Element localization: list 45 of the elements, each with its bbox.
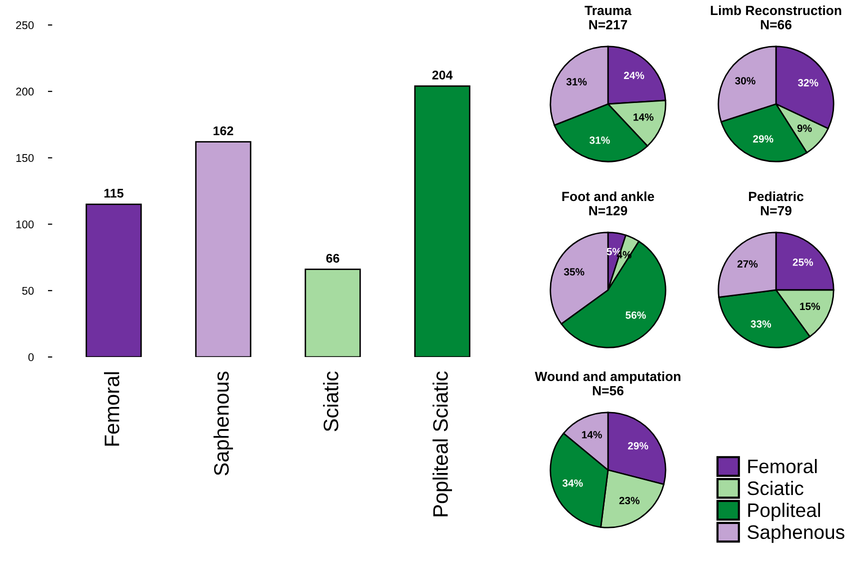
x-tick-label: Femoral <box>104 372 120 446</box>
data-label: 23% <box>619 496 640 504</box>
x-tick-label: Popliteal Sciatic <box>432 371 452 516</box>
legend-label: Saphenous <box>748 524 844 543</box>
data-label: 14% <box>582 431 602 438</box>
y-tick-label: 0 <box>28 353 34 362</box>
legend-label: Femoral <box>748 458 817 474</box>
chart-title: Foot and ankle N=129 <box>562 191 654 216</box>
data-label: 35% <box>564 268 584 276</box>
data-label: 56% <box>626 311 646 319</box>
x-tick-label: Sciatic <box>323 371 338 432</box>
data-label: 27% <box>737 260 758 268</box>
data-label: 9% <box>797 124 812 132</box>
chart-title: Wound and amputation N=56 <box>534 371 680 396</box>
x-tick-label: Saphenous <box>214 372 233 476</box>
data-label: 25% <box>792 258 814 266</box>
data-label: 32% <box>798 79 818 86</box>
data-label: 15% <box>800 302 820 310</box>
data-label: 162 <box>214 126 234 136</box>
data-label: 204 <box>432 70 453 80</box>
bar <box>304 268 361 357</box>
data-label: 29% <box>628 442 648 450</box>
legend-label: Popliteal <box>748 502 820 521</box>
data-label: 24% <box>624 72 644 80</box>
y-tick-label: 150 <box>16 154 34 162</box>
data-label: 34% <box>562 479 583 487</box>
chart-title: Trauma N=217 <box>584 6 632 30</box>
data-label: 14% <box>634 113 654 121</box>
data-label: 30% <box>735 77 756 84</box>
chart-title: Pediatric N=79 <box>749 191 804 216</box>
data-label: 66 <box>326 254 340 263</box>
bar <box>195 141 252 357</box>
data-label: 31% <box>590 136 610 144</box>
y-tick-label: 50 <box>22 286 34 295</box>
data-label: 29% <box>753 135 774 143</box>
legend-label: Sciatic <box>748 480 804 496</box>
chart-title: Limb Reconstruction N=66 <box>710 5 842 30</box>
y-tick-label: 250 <box>16 21 34 30</box>
bar <box>414 85 470 357</box>
data-label: 115 <box>104 188 124 198</box>
y-tick-label: 100 <box>16 220 34 228</box>
data-label: 33% <box>750 320 772 328</box>
y-tick-label: 200 <box>16 88 34 96</box>
data-label: 31% <box>566 78 587 86</box>
bar <box>86 204 142 357</box>
